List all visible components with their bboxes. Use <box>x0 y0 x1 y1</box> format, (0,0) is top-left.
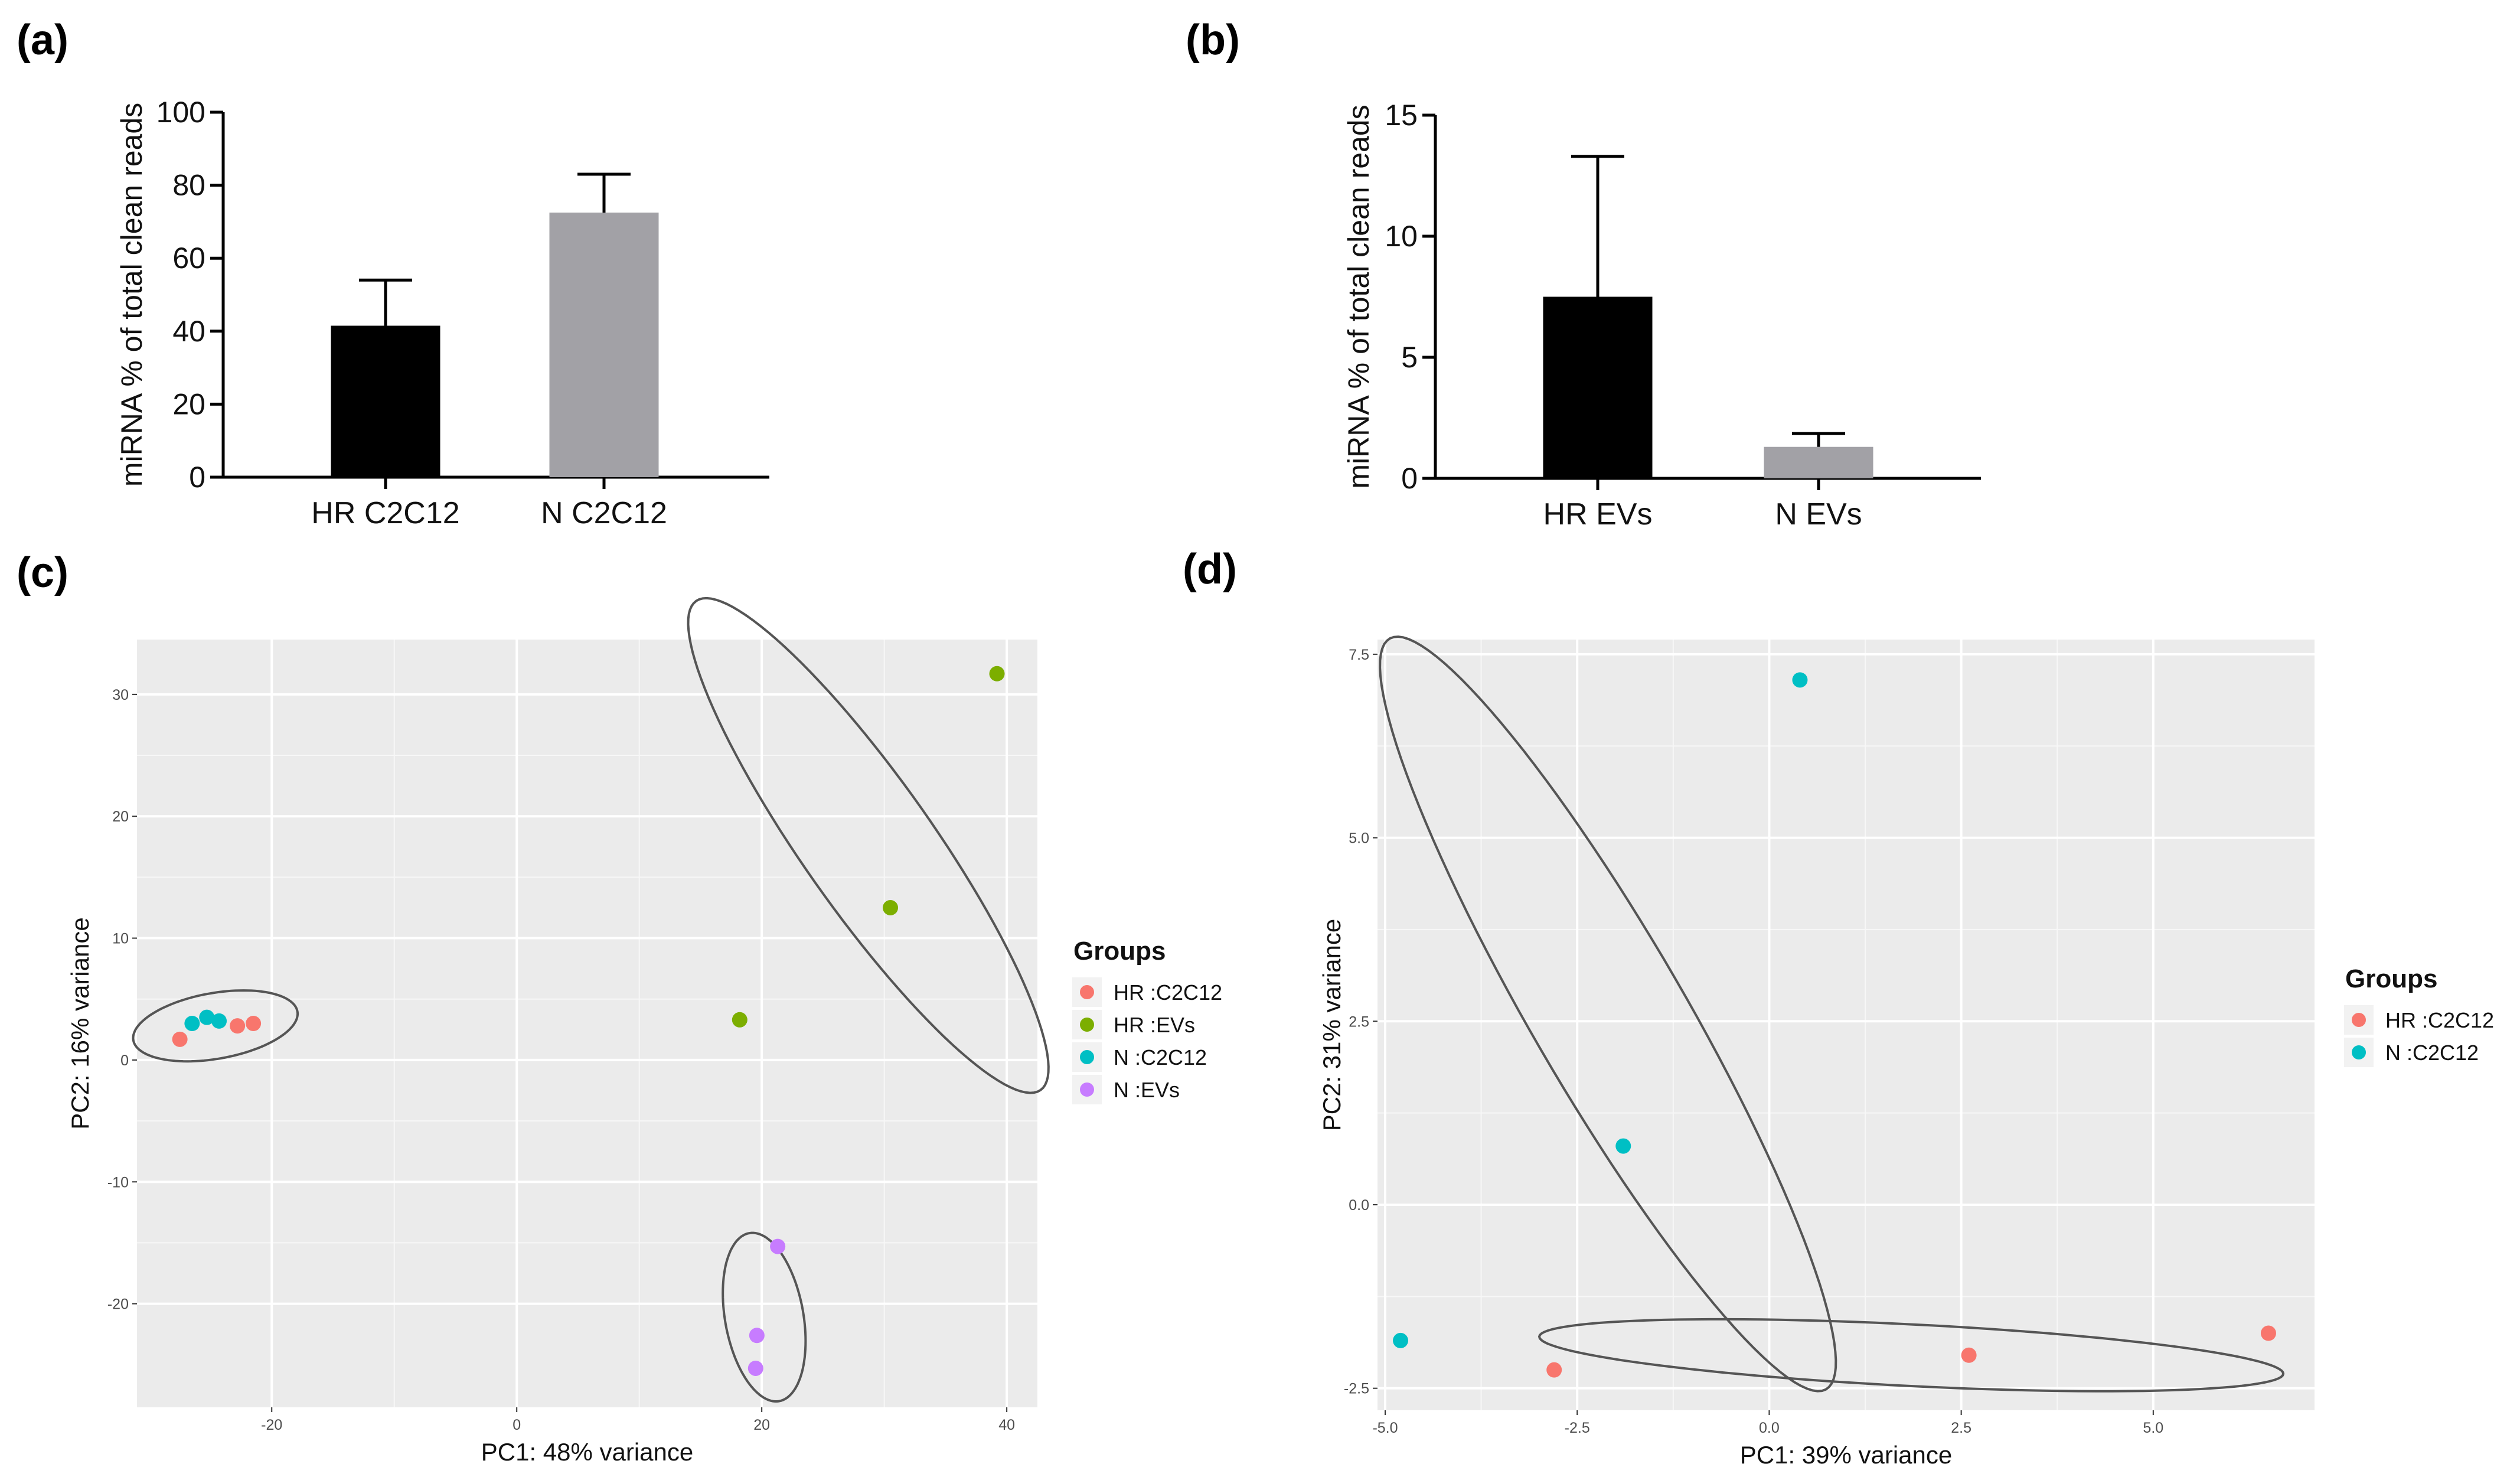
y-tick-label: 0 <box>120 1052 129 1069</box>
y-axis-title: miRNA % of total clean reads <box>115 103 148 487</box>
legend-label: HR :C2C12 <box>1114 980 1222 1005</box>
data-point <box>749 1328 765 1344</box>
y-tick-label: 5.0 <box>1349 830 1369 847</box>
data-point <box>211 1013 227 1029</box>
confidence-ellipse <box>1379 635 1837 1393</box>
y-axis-title: PC2: 31% variance <box>1318 919 1346 1132</box>
y-axis-title: miRNA % of total clean reads <box>1342 105 1375 488</box>
legend-label: N :C2C12 <box>1114 1045 1207 1070</box>
x-axis-title: PC1: 39% variance <box>1740 1441 1953 1469</box>
panel-label-d: (d) <box>1183 546 1237 593</box>
y-tick-label: 10 <box>1385 220 1418 253</box>
y-axis-title: PC2: 16% variance <box>66 917 94 1130</box>
x-category-label: HR EVs <box>1543 497 1653 532</box>
legend-marker <box>1080 1018 1094 1032</box>
y-tick-label: 60 <box>172 242 205 275</box>
y-tick-label: 0 <box>1401 462 1418 495</box>
y-tick-label: 0 <box>189 461 205 494</box>
data-point <box>2260 1325 2276 1341</box>
data-point <box>172 1031 188 1047</box>
y-tick-label: 5 <box>1401 341 1418 374</box>
y-tick-label: -10 <box>107 1174 129 1191</box>
data-point <box>989 666 1005 682</box>
bar-chart-b: 0 5 10 15 HR EVs N EVs miRNA % of total clean … <box>1342 99 1981 532</box>
legend-marker <box>1080 1083 1094 1097</box>
confidence-ellipse <box>132 989 299 1063</box>
confidence-ellipse <box>687 596 1050 1094</box>
legend-title: Groups <box>2345 964 2437 993</box>
y-tick-label: 15 <box>1385 99 1418 132</box>
plot-background <box>1377 640 2315 1410</box>
pca-plot-c: -20 0 20 40 -20 -10 0 10 20 30 PC1: 48% variance PC… <box>66 596 1222 1466</box>
y-tick-label: -20 <box>107 1296 129 1313</box>
y-tick-label: 30 <box>112 687 129 703</box>
data-point <box>1615 1138 1631 1154</box>
y-tick-label: 100 <box>156 96 205 129</box>
x-axis-title: PC1: 48% variance <box>481 1438 694 1466</box>
x-tick-label: 20 <box>753 1417 770 1433</box>
legend-label: N :C2C12 <box>2385 1041 2479 1065</box>
panel-label-c: (c) <box>17 549 68 596</box>
data-point <box>184 1016 200 1031</box>
legend-title: Groups <box>1073 937 1166 966</box>
legend-marker <box>1080 1050 1094 1064</box>
legend-marker <box>2352 1045 2366 1059</box>
confidence-ellipse <box>722 1231 807 1403</box>
legend-label: HR :C2C12 <box>2385 1008 2494 1032</box>
pca-plot-d: -5.0 -2.5 0.0 2.5 5.0 -2.5 0.0 2.5 5.0 7.5 PC1: 39… <box>1318 635 2494 1469</box>
data-point <box>1546 1362 1562 1378</box>
y-tick-label: 40 <box>172 315 205 348</box>
data-point <box>883 899 899 915</box>
y-tick-label: 20 <box>172 387 205 420</box>
x-tick-label: -20 <box>261 1417 282 1433</box>
bar-chart-a: 0 20 40 60 80 100 HR C2C12 N C2C12 miRNA % of to… <box>115 96 769 530</box>
x-tick-label: 0.0 <box>1759 1420 1780 1436</box>
panel-label-a: (a) <box>17 17 68 64</box>
data-point <box>732 1012 747 1028</box>
y-tick-label: 2.5 <box>1349 1013 1369 1030</box>
data-point <box>1792 672 1808 688</box>
y-tick-label: 0.0 <box>1349 1197 1369 1214</box>
legend-marker <box>1080 985 1094 999</box>
y-tick-label: 20 <box>112 808 129 825</box>
data-point <box>246 1016 262 1031</box>
x-tick-label: -5.0 <box>1372 1420 1398 1436</box>
x-category-label: HR C2C12 <box>311 496 459 530</box>
y-tick-label: -2.5 <box>1344 1381 1369 1397</box>
data-point <box>770 1238 786 1254</box>
x-category-label: N EVs <box>1775 497 1862 532</box>
confidence-ellipse <box>1538 1318 2285 1393</box>
bar-n-evs <box>1764 446 1873 478</box>
legend-marker <box>2352 1013 2366 1027</box>
data-point <box>1961 1347 1977 1363</box>
legend-label: N :EVs <box>1114 1078 1180 1102</box>
x-category-label: N C2C12 <box>541 496 667 530</box>
legend-label: HR :EVs <box>1114 1013 1195 1037</box>
data-point <box>230 1018 246 1034</box>
data-point <box>1393 1332 1409 1348</box>
data-point <box>747 1360 763 1376</box>
x-tick-label: 2.5 <box>1951 1420 1971 1436</box>
x-tick-label: 0 <box>513 1417 521 1433</box>
x-tick-label: 5.0 <box>2143 1420 2163 1436</box>
bar-hr-c2c12 <box>331 325 440 477</box>
y-tick-label: 10 <box>112 931 129 947</box>
panel-label-b: (b) <box>1186 17 1240 64</box>
bar-n-c2c12 <box>549 212 659 477</box>
y-tick-label: 80 <box>172 169 205 202</box>
x-tick-label: -2.5 <box>1565 1420 1590 1436</box>
plot-background <box>137 640 1037 1407</box>
data-point <box>199 1009 215 1025</box>
y-tick-label: 7.5 <box>1349 647 1369 663</box>
x-tick-label: 40 <box>998 1417 1015 1433</box>
bar-hr-evs <box>1543 296 1653 478</box>
